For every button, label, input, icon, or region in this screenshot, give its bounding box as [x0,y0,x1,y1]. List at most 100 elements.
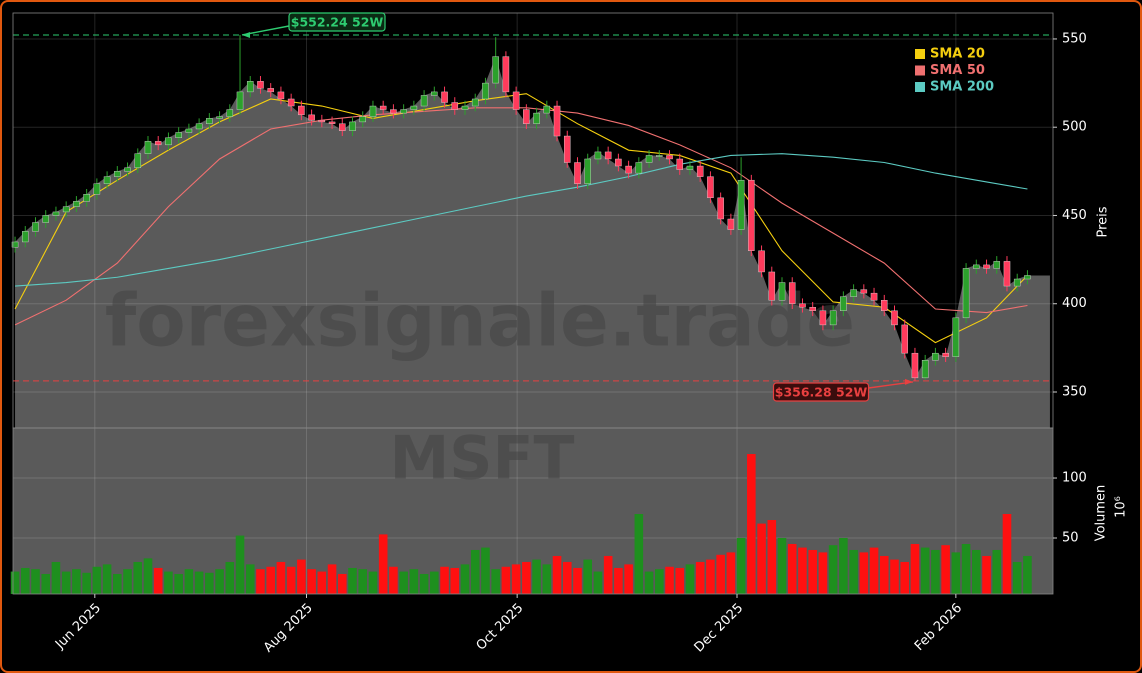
volume-bar [665,566,674,594]
volume-bar [327,564,337,594]
volume-bar [317,571,327,594]
volume-bar [450,567,460,594]
y-axis-label: Volumen [1094,485,1109,542]
candle-body [707,176,714,199]
volume-bar [460,564,470,594]
annotation-label: $356.28 52W [775,385,868,400]
candle-body [114,171,121,177]
candle-body [625,165,632,174]
candle-body [226,109,234,117]
candle-body [277,91,285,100]
candle-body [727,218,735,230]
volume-bar [20,567,30,594]
candle-body [737,179,745,230]
candle-body [471,98,479,107]
candle-body [236,91,244,110]
volume-bar [511,564,521,594]
volume-bar [297,559,306,594]
candle-body [410,105,418,110]
candle-body [482,82,489,100]
candle-body [921,360,929,379]
candle-body [390,109,397,114]
candle-body [42,215,49,223]
volume-bar [849,549,858,594]
volume-bar [562,561,572,594]
candle-body [635,162,643,174]
volume-bar [337,573,347,594]
volume-bar [992,549,1002,594]
candle-body [686,165,694,170]
annotation-arrowhead [242,31,251,38]
volume-bar [102,564,112,594]
y-tick-label: 100 [1062,471,1087,486]
volume-bar [879,555,889,594]
volume-bar [828,545,838,594]
volume-bar [818,552,828,594]
volume-pane-border [12,427,1054,595]
volume-bar [634,513,644,594]
candle-body [216,116,223,119]
candle-body [441,91,448,103]
volume-bar [1012,561,1022,594]
candle-body [379,105,387,110]
candle-body [666,155,673,160]
candle-body [175,132,182,139]
volume-bar [184,569,194,594]
volume-bar [798,547,807,594]
volume-bar [41,573,51,594]
volume-bar [808,549,817,594]
volume-bar [215,569,224,594]
volume-bar [368,571,378,594]
candle-body [134,153,142,169]
candle-body [52,211,60,216]
candle-body [553,105,561,137]
annotation-box [288,12,386,32]
volume-bar [695,561,705,594]
candle-body [257,81,264,89]
volume-bar [972,549,981,594]
volume-bar [941,545,950,594]
candle-body [911,352,919,379]
candle-body [676,158,684,170]
candle-body [788,282,796,304]
volume-bar [685,564,695,594]
candle-body [318,119,326,123]
candle-body [533,112,540,124]
volume-bar [583,559,593,594]
legend-swatch [915,49,925,59]
candle-body [502,56,510,93]
volume-bar [245,564,255,594]
candle-body [512,91,520,110]
candle-body [206,118,213,124]
candle-body [952,317,960,357]
candle-body [840,296,847,311]
volume-bar [767,519,777,594]
candle-body [870,292,878,301]
volume-bar [358,569,368,594]
candle-body [451,102,459,110]
candle-body [799,303,806,308]
volume-bar [839,537,848,594]
candle-body [543,105,551,114]
volume-bar [644,571,654,594]
volume-bar [430,571,439,594]
candle-body [993,261,1001,269]
candle-body [32,222,39,232]
candle-body [165,137,172,146]
candle-body [809,307,816,311]
volume-bar [1002,513,1012,594]
volume-bar [747,454,756,594]
volume-bar [869,547,879,594]
candle-body [400,109,407,114]
candle-body [492,56,499,84]
volume-bar [205,572,214,594]
candle-body [696,165,704,177]
volume-bar [573,567,582,594]
candle-body [124,167,131,172]
volume-bar [726,552,736,594]
candle-body [339,123,346,131]
sma-line [15,153,1028,287]
volume-bar [174,573,183,594]
candle-body [758,250,765,273]
volume-bar [654,569,664,594]
